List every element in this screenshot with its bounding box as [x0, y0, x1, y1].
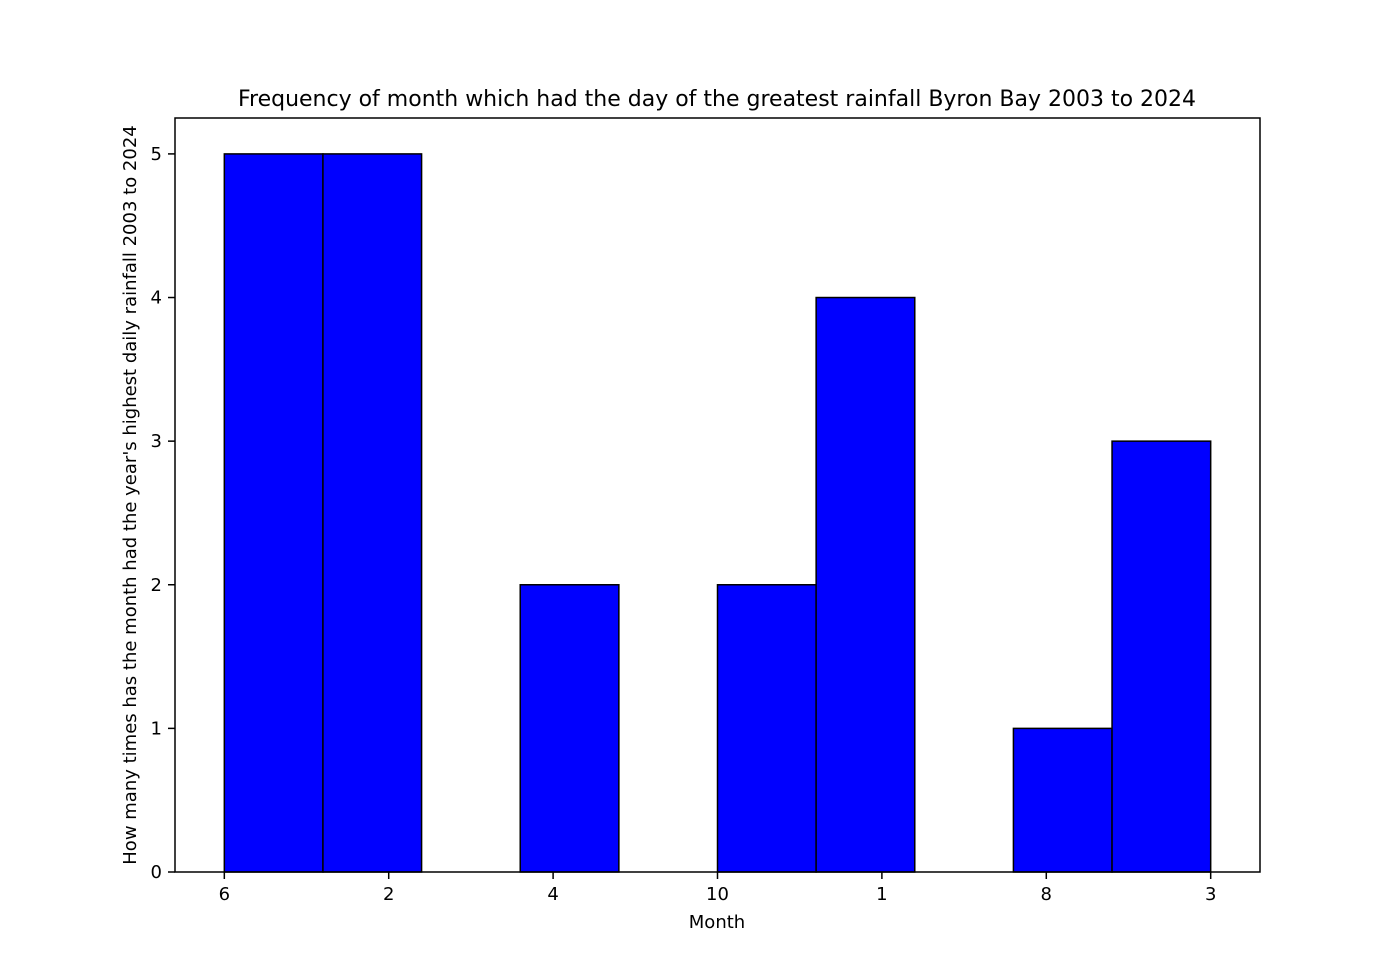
chart-title: Frequency of month which had the day of …	[238, 87, 1196, 112]
y-tick-label-2: 2	[151, 575, 162, 596]
x-tick-label-0: 6	[219, 884, 230, 905]
y-tick-label-3: 3	[151, 431, 162, 452]
y-tick-label-4: 4	[151, 288, 162, 309]
x-tick-label-3: 10	[706, 884, 729, 905]
histogram-bar-6	[716, 584, 817, 873]
histogram-bar-2	[322, 153, 423, 873]
x-tick-label-4: 1	[876, 884, 887, 905]
x-axis-label: Month	[689, 912, 745, 933]
histogram-bar-10	[1111, 440, 1212, 873]
y-tick-label-1: 1	[151, 718, 162, 739]
bars-group	[223, 153, 1212, 873]
y-axis-label: How many times has the month had the yea…	[120, 125, 141, 864]
x-tick-label-5: 8	[1041, 884, 1052, 905]
x-axis: 6 2 4 10 1 8 3	[219, 872, 1216, 905]
histogram-bar-4	[519, 584, 620, 873]
x-tick-label-2: 4	[547, 884, 558, 905]
histogram-bar-7	[815, 296, 916, 873]
histogram-bar-1	[223, 153, 324, 873]
x-tick-label-6: 3	[1205, 884, 1216, 905]
x-tick-label-1: 2	[383, 884, 394, 905]
y-axis: 0 1 2 3 4 5	[151, 144, 175, 883]
y-tick-label-0: 0	[151, 862, 162, 883]
histogram-bar-9	[1012, 727, 1113, 873]
y-tick-label-5: 5	[151, 144, 162, 165]
